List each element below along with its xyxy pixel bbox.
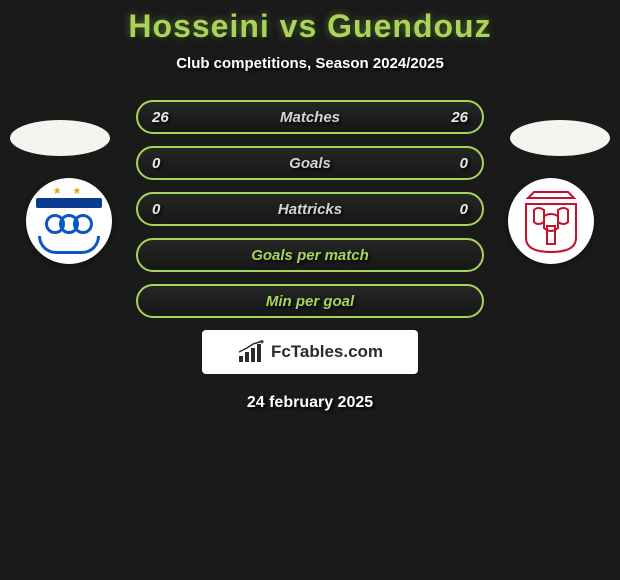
club-logo-left: ★ ★ bbox=[26, 178, 112, 264]
comparison-card: Hosseini vs Guendouz Club competitions, … bbox=[0, 0, 620, 412]
stat-row: Goals per match bbox=[136, 238, 484, 272]
stat-row: 0 Hattricks 0 bbox=[136, 192, 484, 226]
player-right-flag bbox=[510, 120, 610, 156]
stat-label: Goals per match bbox=[251, 247, 369, 264]
stat-left-value: 26 bbox=[152, 109, 192, 126]
stat-right-value: 0 bbox=[428, 201, 468, 218]
stats-table: 26 Matches 26 0 Goals 0 0 Hattricks 0 Go… bbox=[136, 100, 484, 318]
stat-row: 26 Matches 26 bbox=[136, 100, 484, 134]
player-left-flag bbox=[10, 120, 110, 156]
stat-label: Hattricks bbox=[278, 201, 342, 218]
date-text: 24 february 2025 bbox=[0, 394, 620, 412]
persepolis-icon bbox=[508, 178, 594, 264]
stat-right-value: 26 bbox=[428, 109, 468, 126]
stat-left-value: 0 bbox=[152, 201, 192, 218]
subtitle: Club competitions, Season 2024/2025 bbox=[0, 55, 620, 72]
esteghlal-icon: ★ ★ bbox=[26, 178, 112, 264]
branding-text: FcTables.com bbox=[271, 342, 383, 362]
stat-right-value: 0 bbox=[428, 155, 468, 172]
stat-left-value: 0 bbox=[152, 155, 192, 172]
stat-label: Goals bbox=[289, 155, 331, 172]
stat-row: 0 Goals 0 bbox=[136, 146, 484, 180]
stat-row: Min per goal bbox=[136, 284, 484, 318]
branding-badge: FcTables.com bbox=[202, 330, 418, 374]
stat-label: Min per goal bbox=[266, 293, 354, 310]
page-title: Hosseini vs Guendouz bbox=[0, 8, 620, 45]
club-logo-right bbox=[508, 178, 594, 264]
chart-icon bbox=[237, 340, 265, 364]
stat-label: Matches bbox=[280, 109, 340, 126]
